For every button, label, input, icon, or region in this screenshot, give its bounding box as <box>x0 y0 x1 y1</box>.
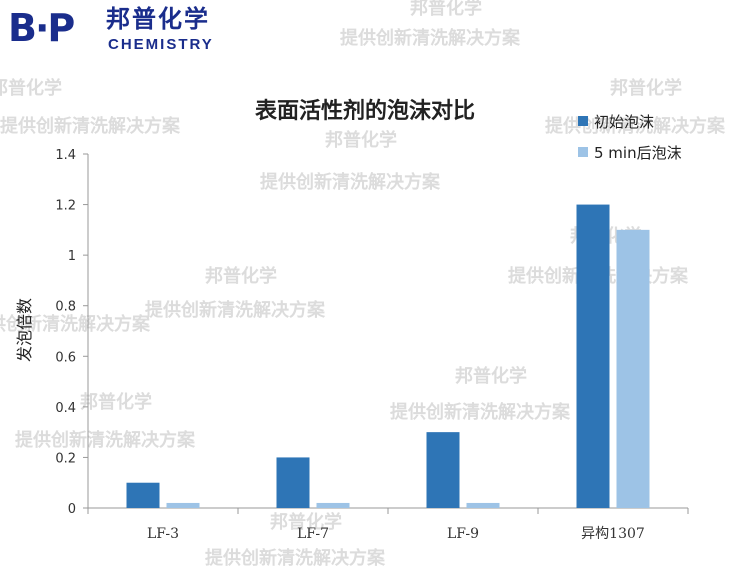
x-tick-label: LF-3 <box>147 526 179 542</box>
bars <box>126 204 650 509</box>
x-tick-label: LF-9 <box>447 526 479 542</box>
y-tick-label: 1.2 <box>55 199 76 214</box>
x-tick-label: LF-7 <box>297 526 329 542</box>
logo-subtitle: CHEMISTRY <box>108 36 214 53</box>
y-tick-label: 0.2 <box>55 451 76 466</box>
bar-2-LF-9 <box>466 502 500 508</box>
bar-2-异构1307 <box>616 229 650 508</box>
y-tick-label: 0.8 <box>55 300 76 315</box>
y-axis: 0 0.2 0.4 0.6 0.8 1 1.2 1.4 <box>55 148 89 517</box>
y-tick-label: 0.6 <box>55 350 76 365</box>
bar-2-LF-7 <box>316 502 350 508</box>
bar-1-LF-3 <box>126 482 160 508</box>
brand-logo: B·P 邦普化学 CHEMISTRY <box>8 4 238 56</box>
logo-mark: B·P <box>8 6 75 50</box>
bar-2-LF-3 <box>166 502 200 508</box>
logo-name: 邦普化学 <box>106 5 210 33</box>
y-tick-label: 0.4 <box>55 401 76 416</box>
y-axis-label: 发泡倍数 <box>15 298 34 362</box>
bar-1-LF-7 <box>276 457 310 508</box>
legend-swatch <box>578 147 588 157</box>
legend-label: 初始泡沫 <box>594 113 654 131</box>
bar-1-异构1307 <box>576 204 610 509</box>
legend-label: 5 min后泡沫 <box>594 144 682 162</box>
y-tick-label: 1.4 <box>55 148 76 163</box>
y-tick-label: 0 <box>68 502 76 517</box>
bar-1-LF-9 <box>426 432 460 508</box>
x-tick-label: 异构1307 <box>581 526 645 542</box>
x-axis: LF-3 LF-7 LF-9 异构1307 <box>87 507 689 542</box>
y-tick-label: 1 <box>68 249 76 264</box>
chart-title: 表面活性剂的泡沫对比 <box>255 98 475 124</box>
legend-swatch <box>578 116 588 126</box>
legend: 初始泡沫 5 min后泡沫 <box>578 113 682 162</box>
